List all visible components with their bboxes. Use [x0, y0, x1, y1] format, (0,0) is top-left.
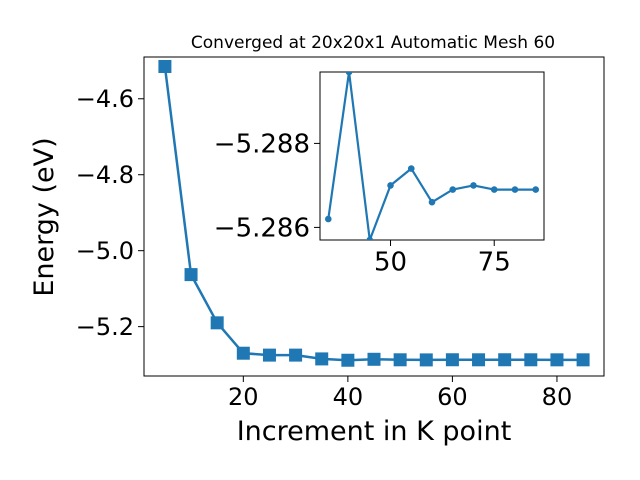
x-axis-label: Increment in K point: [237, 416, 512, 447]
inset-data-point: [428, 198, 436, 206]
main-data-point: [550, 353, 564, 367]
inset-data-point: [490, 186, 498, 193]
chart-title: Converged at 20x20x1 Automatic Mesh 60: [191, 33, 555, 53]
inset-data-point: [407, 165, 415, 172]
main-y-tick-label: −4.8: [76, 161, 134, 189]
main-data-point: [472, 353, 486, 367]
main-axis-ticks: 20 40 60 80 −4.6 −4.8 −5.0 −5.2: [76, 85, 573, 411]
inset-series-group: [324, 72, 540, 240]
main-plot: Converged at 20x20x1 Automatic Mesh 60 2…: [29, 33, 605, 447]
main-data-point: [341, 353, 355, 367]
main-y-tick-label: −5.0: [76, 237, 134, 265]
inset-data-point: [387, 182, 394, 189]
inset-series: [324, 72, 540, 240]
inset-data-point: [366, 236, 374, 240]
inset-data-point: [532, 186, 540, 193]
main-data-point: [262, 348, 276, 362]
main-data-point: [315, 352, 329, 366]
main-y-tick-label: −4.6: [76, 85, 134, 113]
main-series-group: [158, 59, 590, 367]
main-x-tick-label: 20: [228, 383, 259, 411]
inset-data-point: [449, 186, 457, 193]
main-data-point: [289, 348, 303, 362]
main-x-tick-label: 40: [333, 383, 364, 411]
inset-y-tick-label: −5.288: [214, 130, 310, 160]
main-data-point: [445, 353, 459, 367]
main-data-point: [367, 352, 381, 366]
main-y-tick-label: −5.2: [76, 313, 134, 341]
main-data-point: [498, 353, 512, 367]
inset-x-tick-label: 50: [374, 248, 407, 278]
main-data-point: [184, 268, 198, 282]
main-data-point: [576, 353, 590, 367]
main-data-point: [210, 316, 224, 330]
main-plot-frame: [143, 56, 605, 377]
main-data-point: [419, 353, 433, 367]
inset-axis-ticks: 50 75 −5.288 −5.286: [214, 130, 511, 278]
main-data-point: [393, 353, 407, 367]
main-series: [158, 59, 590, 367]
main-data-point: [524, 353, 538, 367]
inset-data-point: [324, 215, 332, 223]
main-x-tick-label: 60: [437, 383, 468, 411]
inset-data-point: [345, 72, 353, 76]
main-data-point: [236, 346, 250, 360]
main-data-point: [158, 59, 172, 73]
inset-data-point: [511, 186, 519, 193]
inset-data-point: [470, 182, 477, 189]
y-axis-label: Energy (eV): [29, 137, 60, 296]
inset-y-tick-label: −5.286: [214, 214, 310, 244]
inset-plot: 50 75 −5.288 −5.286: [214, 71, 545, 278]
inset-plot-frame: [319, 71, 545, 241]
main-x-tick-label: 80: [542, 383, 573, 411]
inset-x-tick-label: 75: [478, 248, 511, 278]
